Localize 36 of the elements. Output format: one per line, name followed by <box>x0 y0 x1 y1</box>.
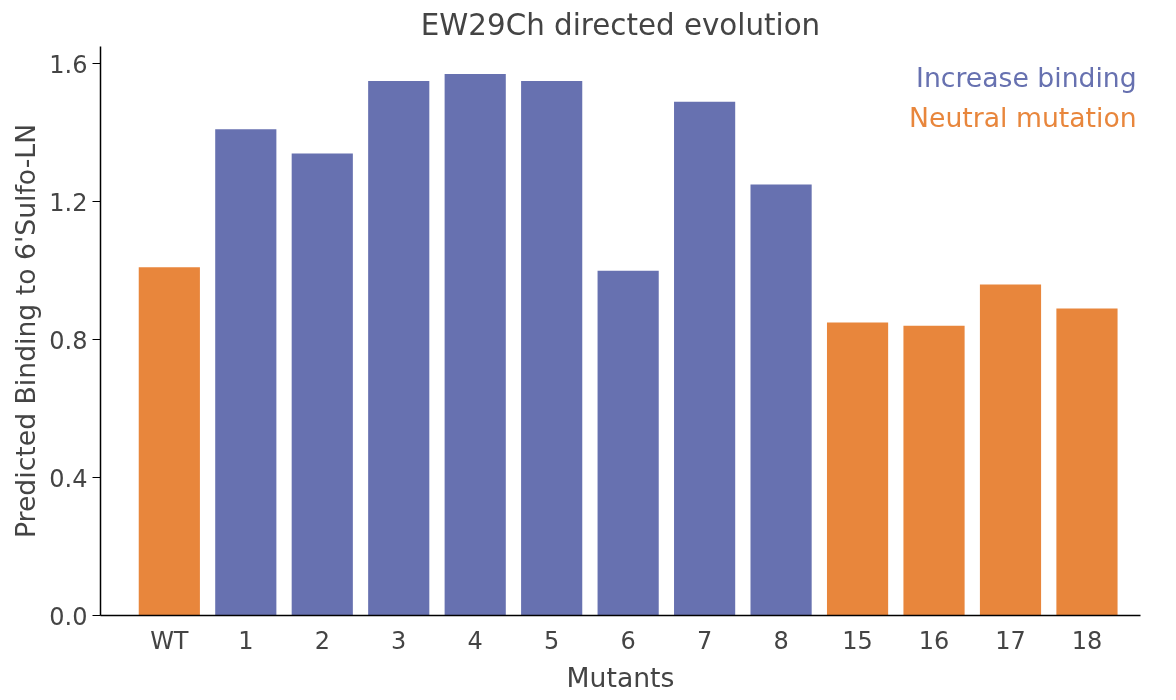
bar <box>674 101 736 616</box>
bar <box>750 184 812 616</box>
y-tick-label: 1.6 <box>49 50 88 79</box>
bar <box>215 129 277 616</box>
x-tick-label: 8 <box>773 626 789 655</box>
x-tick-label: 5 <box>544 626 560 655</box>
y-tick-label: 0.4 <box>49 464 88 493</box>
x-tick-label: 16 <box>918 626 950 655</box>
x-axis-title: Mutants <box>566 661 675 693</box>
x-tick-label: 3 <box>391 626 407 655</box>
y-tick-label: 0.0 <box>49 602 88 631</box>
bar <box>979 284 1042 616</box>
x-tick-label: WT <box>150 626 189 655</box>
bar <box>521 80 583 616</box>
bar <box>903 325 965 616</box>
bar <box>368 80 430 616</box>
chart-title: EW29Ch directed evolution <box>420 7 821 42</box>
x-tick-label: 1 <box>238 626 254 655</box>
x-tick-label: 4 <box>467 626 483 655</box>
x-tick-label: 15 <box>842 626 873 655</box>
y-tick-label: 1.2 <box>49 188 88 217</box>
x-tick-label: 2 <box>314 626 330 655</box>
text: Neutral mutation <box>909 102 1137 134</box>
bar <box>597 270 659 616</box>
bar <box>1056 308 1118 616</box>
x-tick-label: 18 <box>1071 626 1103 655</box>
y-axis-title: Predicted Binding to 6'Sulfo-LN <box>10 123 42 539</box>
bar <box>291 153 353 616</box>
bar <box>444 74 506 616</box>
x-tick-label: 7 <box>696 626 713 655</box>
x-tick-label: 17 <box>995 626 1026 655</box>
bar <box>138 267 200 616</box>
y-tick-label: 0.8 <box>49 326 88 355</box>
text: Increase binding <box>916 62 1137 94</box>
x-tick-label: 6 <box>620 626 636 655</box>
bar <box>826 322 889 616</box>
